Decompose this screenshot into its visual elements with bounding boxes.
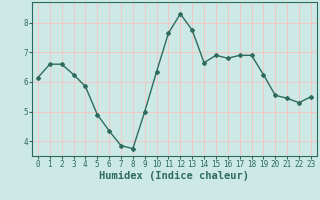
- X-axis label: Humidex (Indice chaleur): Humidex (Indice chaleur): [100, 171, 249, 181]
